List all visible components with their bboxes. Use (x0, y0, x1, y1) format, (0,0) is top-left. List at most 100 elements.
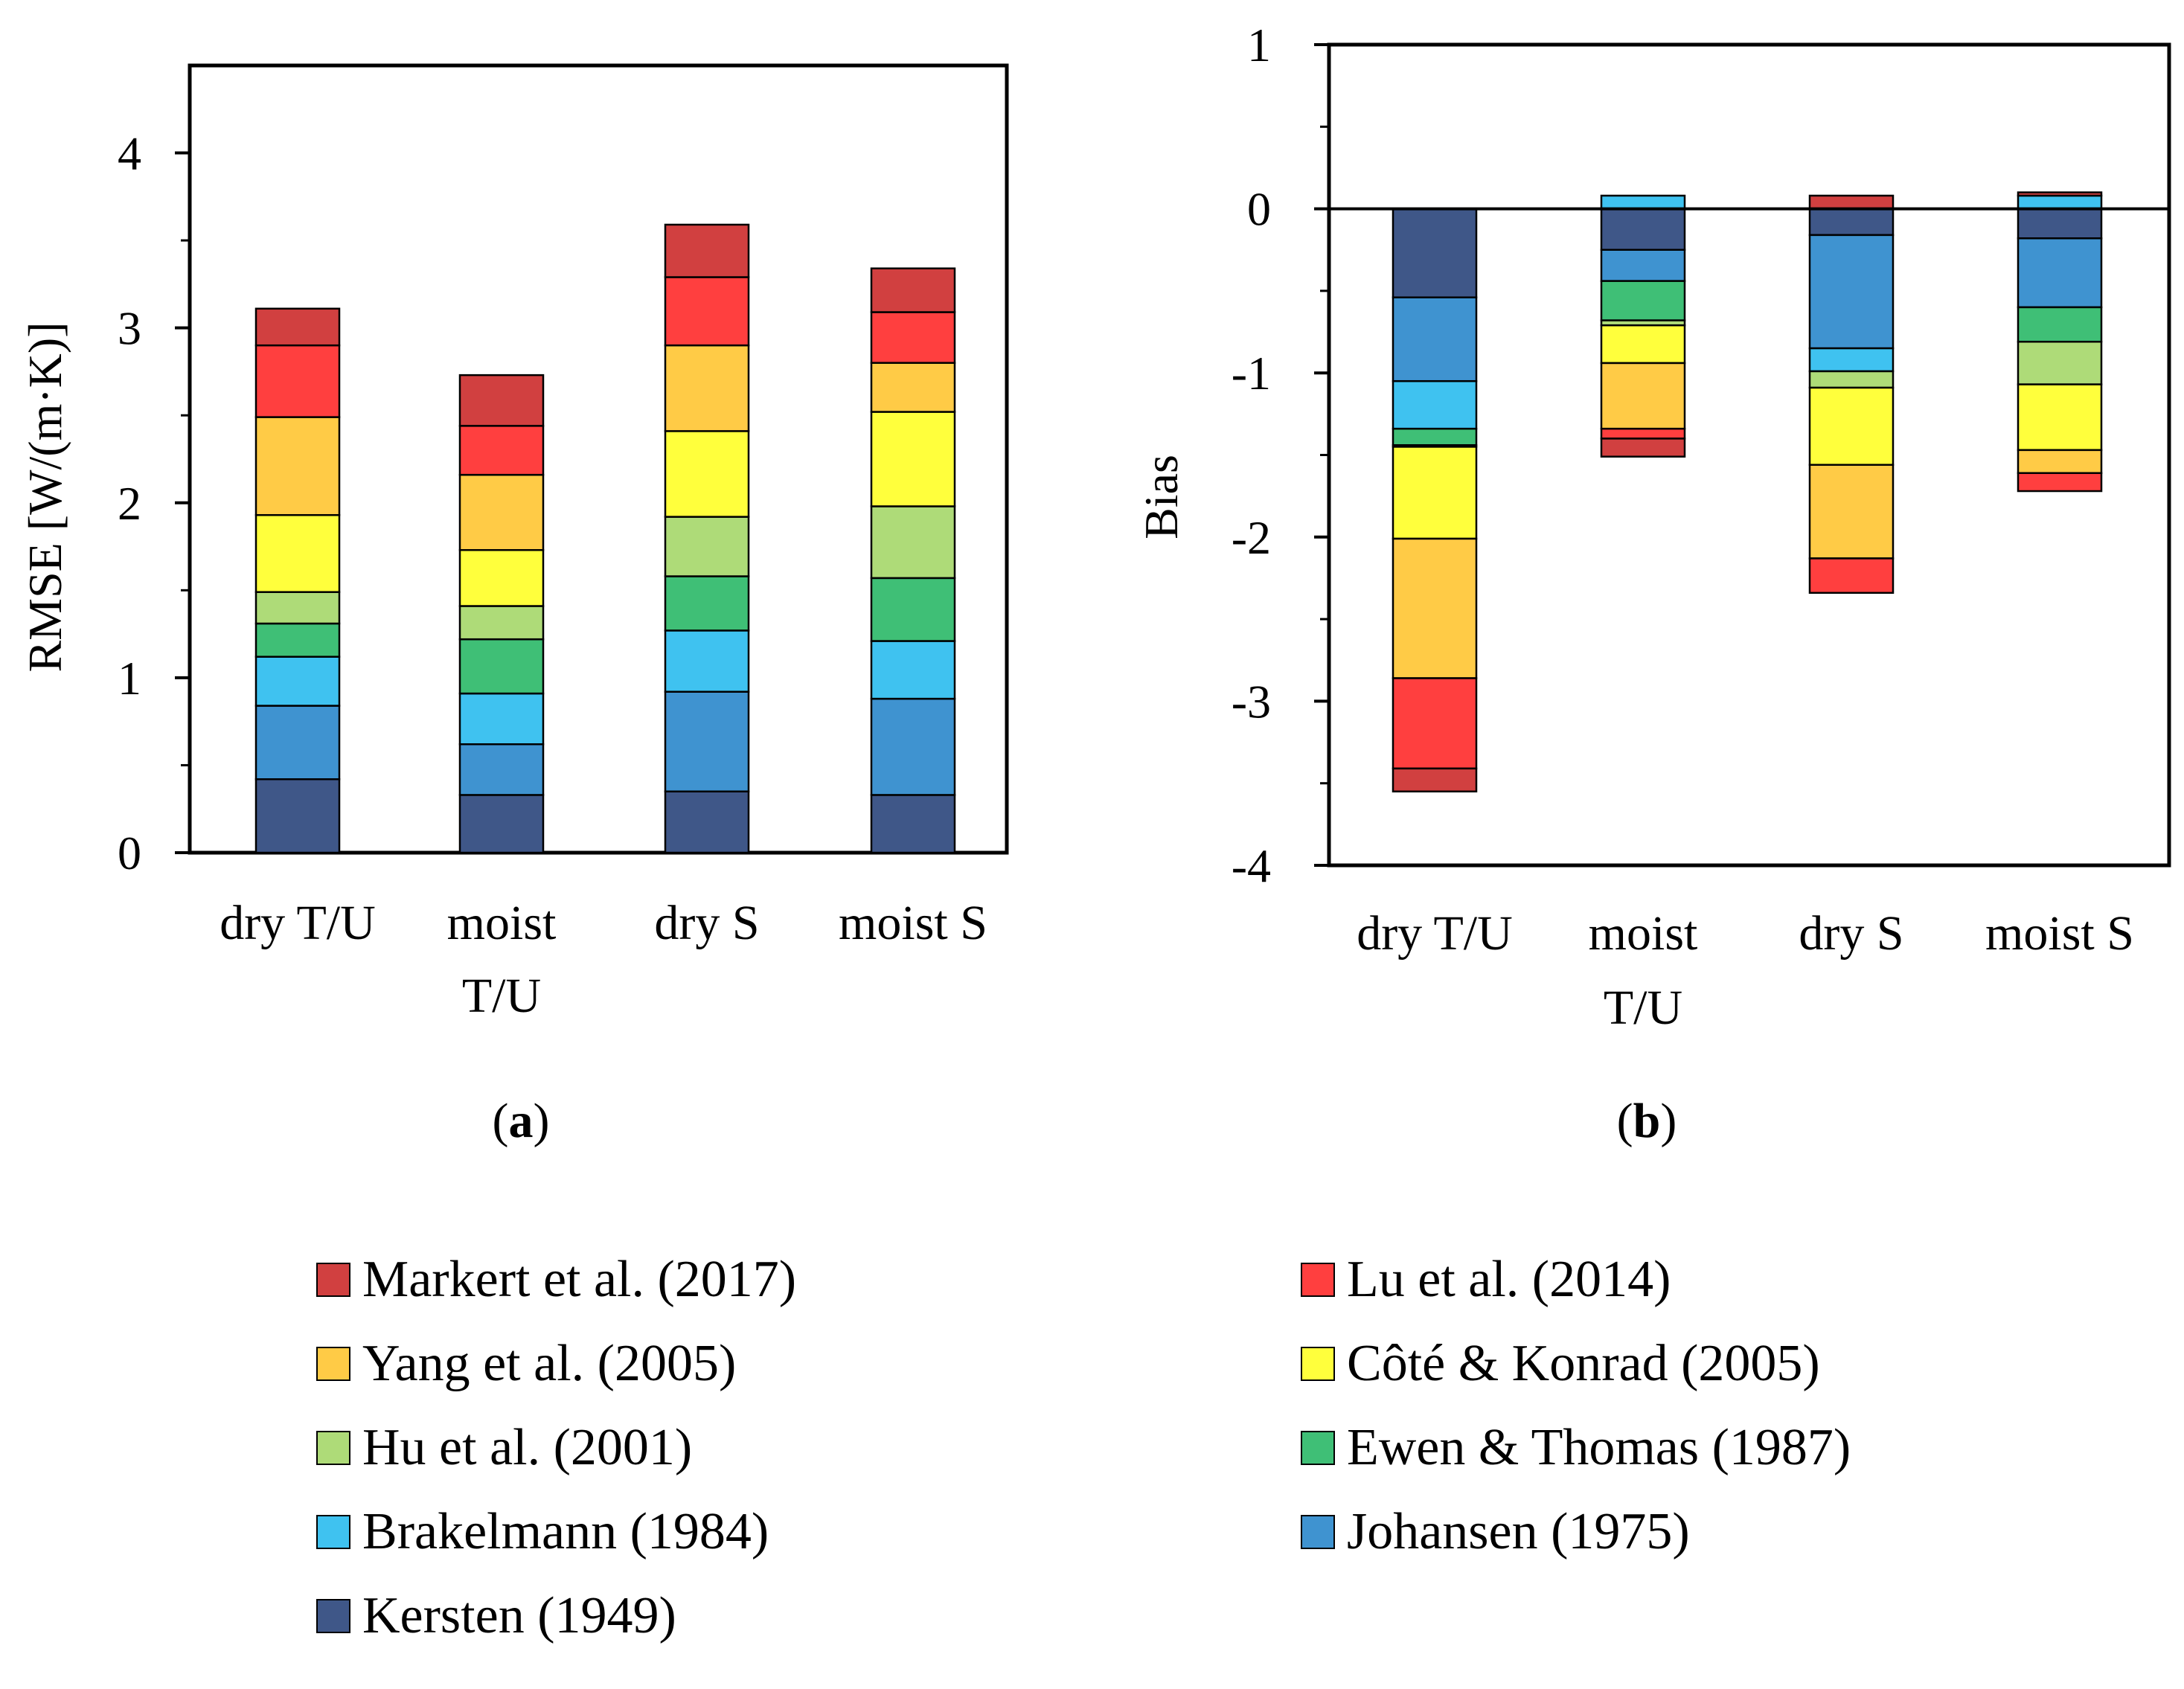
legend-label: Hu et al. (2001) (362, 1419, 693, 1476)
legend-item-yang-et-al-2005: Yang et al. (2005) (316, 1335, 736, 1392)
bar-segment-ewen-thomas-1987 (458, 638, 545, 695)
legend-swatch (316, 1599, 350, 1633)
y-tick-label: -3 (1232, 675, 1271, 728)
legend-label: Lu et al. (2014) (1347, 1251, 1671, 1308)
legend-swatch (1301, 1347, 1335, 1381)
y-tick-label: -4 (1232, 839, 1271, 892)
legend-item-markert-et-al-2017: Markert et al. (2017) (316, 1251, 796, 1308)
bar-segment-kersten-1949 (870, 794, 956, 854)
bar-segment-johansen-1975 (870, 697, 956, 796)
x-category-label: moist (1589, 906, 1698, 961)
bar-segment-hu-et-al-2001 (664, 516, 750, 577)
y-axis-label: Bias (1135, 455, 1188, 539)
bar-segment-hu-et-al-2001 (2017, 341, 2103, 385)
panel-b-bias-chart: 1 0 -1 -2 -3 -4 Bias dry T/U moist T/U dry S moist … (1135, 19, 2171, 1148)
bar-segment-brakelmann-1984 (1392, 379, 1478, 430)
bar-segment-brakelmann-1984 (664, 629, 750, 693)
x-category-label: moist S (1985, 906, 2134, 961)
legend-item-hu-et-al-2001: Hu et al. (2001) (316, 1419, 692, 1476)
panel-label: (a) (493, 1094, 550, 1148)
y-tick-label: 4 (118, 127, 141, 180)
legend-label: Yang et al. (2005) (362, 1335, 737, 1392)
bar-segment-lu-et-al-2014 (1392, 677, 1478, 770)
legend-label: Brakelmann (1984) (362, 1503, 769, 1560)
bar-segment-johansen-1975 (2017, 237, 2103, 309)
y-tick-label: -1 (1232, 347, 1271, 400)
legend-swatch (316, 1515, 350, 1549)
legend-swatch (316, 1263, 350, 1297)
legend-item-johansen-1975: Johansen (1975) (1301, 1503, 1690, 1560)
x-category-label: moist (447, 896, 557, 950)
bar-segment-yang-et-al-2005 (870, 362, 956, 413)
bar-segment-johansen-1975 (1808, 234, 1895, 350)
bar-segment-lu-et-al-2014 (1808, 557, 1895, 594)
bar-segment-yang-et-al-2005 (458, 473, 545, 551)
bar-segment-brakelmann-1984 (458, 692, 545, 746)
legend-swatch (316, 1347, 350, 1381)
y-tick-label: 0 (1247, 183, 1271, 236)
legend-item-ewen-thomas-1987: Ewen & Thomas (1987) (1301, 1419, 1851, 1476)
y-tick-label: 1 (1247, 19, 1271, 71)
bar-segment-kersten-1949 (1808, 208, 1895, 237)
bar-segment-c-t-konrad-2005 (254, 513, 341, 593)
legend-label: Ewen & Thomas (1987) (1347, 1419, 1851, 1476)
panel-a-rmse-chart: 0 1 2 3 4 RMSE [W/(m·K)] dry T/U moist T/U dry S m… (19, 63, 1009, 1148)
legend-item-c-t-konrad-2005: Côté & Konrad (2005) (1301, 1335, 1820, 1392)
bar-segment-yang-et-al-2005 (2017, 449, 2103, 475)
bar-segment-yang-et-al-2005 (1808, 464, 1895, 560)
y-tick-label: 1 (118, 652, 141, 705)
panel-label: (b) (1617, 1094, 1677, 1148)
legend-item-brakelmann-1984: Brakelmann (1984) (316, 1503, 769, 1560)
x-category-label: dry S (654, 896, 759, 950)
bar-segment-c-t-konrad-2005 (1808, 386, 1895, 466)
bar-segment-markert-et-al-2017 (458, 374, 545, 427)
bar-segment-markert-et-al-2017 (1392, 767, 1478, 792)
legend-swatch (1301, 1515, 1335, 1549)
x-category-label: dry T/U (220, 896, 376, 950)
bar-segment-kersten-1949 (1392, 208, 1478, 298)
legend-item-lu-et-al-2014: Lu et al. (2014) (1301, 1251, 1671, 1308)
bar-segment-markert-et-al-2017 (1600, 438, 1686, 458)
x-category-label: T/U (1604, 981, 1682, 1035)
legend-label: Kersten (1949) (362, 1587, 676, 1644)
bar-segment-lu-et-al-2014 (2017, 472, 2103, 493)
x-category-label: moist S (839, 896, 987, 950)
bar-segment-hu-et-al-2001 (458, 605, 545, 641)
bar-segment-markert-et-al-2017 (254, 307, 341, 347)
bar-segment-c-t-konrad-2005 (458, 549, 545, 607)
legend-label: Johansen (1975) (1347, 1503, 1690, 1560)
x-category-label: dry S (1799, 906, 1903, 961)
bar-segment-markert-et-al-2017 (2017, 191, 2103, 197)
bar-segment-brakelmann-1984 (870, 640, 956, 700)
y-tick-label: -2 (1232, 511, 1271, 564)
bar-segment-c-t-konrad-2005 (1600, 324, 1686, 365)
legend-swatch (1301, 1431, 1335, 1465)
y-tick-label: 0 (118, 827, 141, 879)
legend-swatch (1301, 1263, 1335, 1297)
bar-segment-yang-et-al-2005 (1600, 362, 1686, 430)
bar-segment-markert-et-al-2017 (664, 223, 750, 278)
x-category-label: T/U (462, 969, 541, 1023)
bar-segment-hu-et-al-2001 (870, 505, 956, 580)
bar-segment-johansen-1975 (1392, 296, 1478, 382)
bar-segment-johansen-1975 (1600, 249, 1686, 282)
bar-segment-c-t-konrad-2005 (2017, 383, 2103, 452)
bar-segment-johansen-1975 (458, 743, 545, 796)
y-tick-label: 3 (118, 302, 141, 355)
bar-segment-lu-et-al-2014 (254, 344, 341, 418)
bar-segment-yang-et-al-2005 (254, 416, 341, 516)
bar-segment-ewen-thomas-1987 (1600, 280, 1686, 321)
bar-segment-kersten-1949 (254, 778, 341, 854)
legend-item-kersten-1949: Kersten (1949) (316, 1587, 676, 1644)
y-axis-label: RMSE [W/(m·K)] (19, 321, 71, 672)
legend-label: Markert et al. (2017) (362, 1251, 797, 1308)
bar-segment-markert-et-al-2017 (870, 267, 956, 313)
legend-swatch (316, 1431, 350, 1465)
x-category-label: dry T/U (1357, 906, 1513, 961)
bar-segment-yang-et-al-2005 (1392, 537, 1478, 679)
bar-segment-kersten-1949 (458, 794, 545, 854)
legend-label: Côté & Konrad (2005) (1347, 1335, 1820, 1392)
bar-segment-c-t-konrad-2005 (870, 411, 956, 507)
bar-segment-lu-et-al-2014 (870, 311, 956, 364)
